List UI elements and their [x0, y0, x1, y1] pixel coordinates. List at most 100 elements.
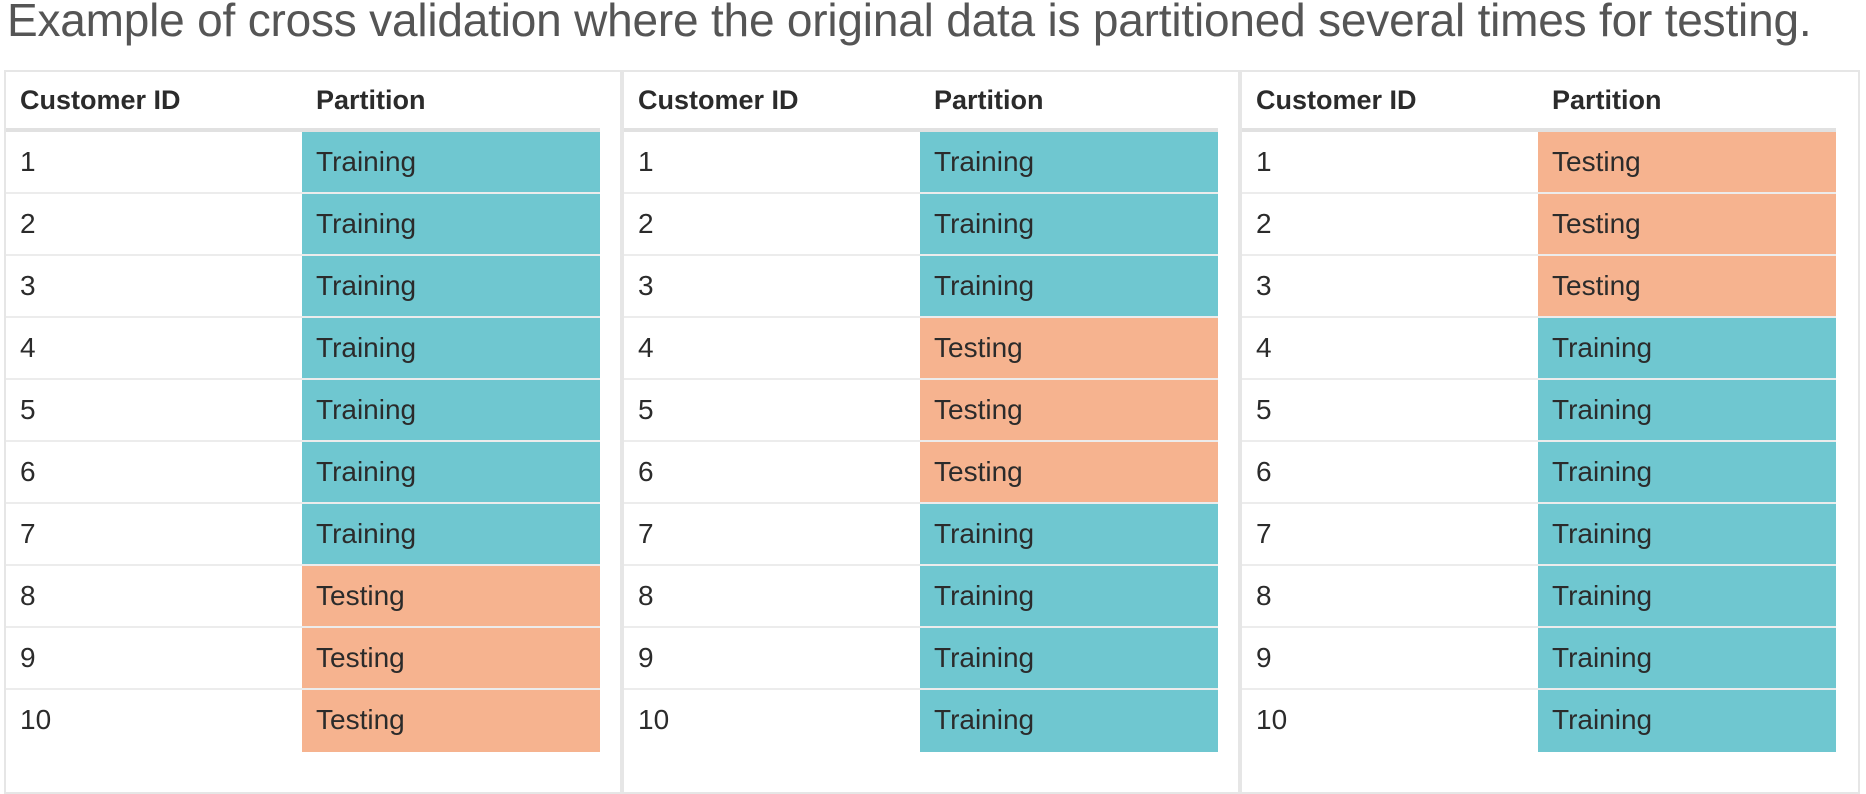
table-row: 10 Training: [1242, 690, 1836, 752]
table: Customer ID Partition 1 Training 2 Training 3 T…: [6, 72, 600, 752]
partition-cell: Training: [1538, 504, 1836, 564]
table-header: Customer ID Partition: [6, 72, 600, 132]
table: Customer ID Partition 1 Testing 2 Testing 3 Tes…: [1242, 72, 1836, 752]
column-header-partition: Partition: [316, 85, 426, 115]
partition-cell: Testing: [1538, 194, 1836, 254]
partition-cell: Training: [920, 566, 1218, 626]
partition-cell: Testing: [302, 566, 600, 626]
table-row: 2 Training: [6, 194, 600, 256]
partition-cell: Testing: [302, 690, 600, 752]
partition-cell: Testing: [920, 380, 1218, 440]
table-row: 3 Training: [624, 256, 1218, 318]
table-row: 9 Training: [1242, 628, 1836, 690]
customer-id-cell: 5: [1256, 394, 1272, 425]
customer-id-cell: 9: [638, 642, 654, 673]
partition-cell: Testing: [1538, 132, 1836, 192]
table-row: 5 Training: [1242, 380, 1836, 442]
customer-id-cell: 3: [638, 270, 654, 301]
partition-cell: Training: [1538, 442, 1836, 502]
partition-cell: Training: [920, 194, 1218, 254]
partition-cell: Training: [1538, 380, 1836, 440]
table-row: 1 Testing: [1242, 132, 1836, 194]
table-row: 1 Training: [624, 132, 1218, 194]
table-row: 9 Testing: [6, 628, 600, 690]
table-row: 6 Testing: [624, 442, 1218, 504]
customer-id-cell: 6: [1256, 456, 1272, 487]
customer-id-cell: 1: [20, 146, 36, 177]
partition-cell: Training: [302, 380, 600, 440]
customer-id-cell: 4: [1256, 332, 1272, 363]
customer-id-cell: 10: [638, 704, 670, 735]
partition-cell: Training: [1538, 690, 1836, 752]
column-header-customer-id: Customer ID: [20, 85, 181, 115]
figure-caption: Example of cross validation where the or…: [7, 0, 1812, 46]
partition-cell: Training: [1538, 318, 1836, 378]
customer-id-cell: 10: [1256, 704, 1288, 735]
partition-cell: Training: [920, 132, 1218, 192]
table-row: 10 Training: [624, 690, 1218, 752]
customer-id-cell: 4: [20, 332, 36, 363]
customer-id-cell: 7: [1256, 518, 1272, 549]
customer-id-cell: 2: [638, 208, 654, 239]
partition-cell: Training: [1538, 628, 1836, 688]
customer-id-cell: 2: [1256, 208, 1272, 239]
table-row: 10 Testing: [6, 690, 600, 752]
partition-cell: Testing: [1538, 256, 1836, 316]
table-row: 2 Training: [624, 194, 1218, 256]
customer-id-cell: 9: [20, 642, 36, 673]
column-header-partition: Partition: [1552, 85, 1662, 115]
customer-id-cell: 8: [638, 580, 654, 611]
partition-cell: Training: [302, 256, 600, 316]
customer-id-cell: 6: [20, 456, 36, 487]
table-row: 1 Training: [6, 132, 600, 194]
column-header-customer-id: Customer ID: [638, 85, 799, 115]
partition-cell: Training: [920, 690, 1218, 752]
table-row: 8 Training: [1242, 566, 1836, 628]
customer-id-cell: 5: [20, 394, 36, 425]
partition-table-1: Customer ID Partition 1 Training 2 Training 3 T…: [4, 70, 622, 794]
customer-id-cell: 3: [1256, 270, 1272, 301]
partition-cell: Testing: [920, 442, 1218, 502]
table-row: 7 Training: [624, 504, 1218, 566]
table-row: 4 Training: [6, 318, 600, 380]
customer-id-cell: 5: [638, 394, 654, 425]
partition-cell: Testing: [920, 318, 1218, 378]
table-row: 4 Training: [1242, 318, 1836, 380]
table-row: 7 Training: [1242, 504, 1836, 566]
table-row: 5 Training: [6, 380, 600, 442]
table-row: 5 Testing: [624, 380, 1218, 442]
table-row: 7 Training: [6, 504, 600, 566]
partition-cell: Training: [1538, 566, 1836, 626]
table-row: 3 Testing: [1242, 256, 1836, 318]
partition-cell: Training: [302, 194, 600, 254]
table-row: 8 Testing: [6, 566, 600, 628]
customer-id-cell: 7: [638, 518, 654, 549]
partition-table-2: Customer ID Partition 1 Training 2 Training 3 T…: [622, 70, 1240, 794]
table: Customer ID Partition 1 Training 2 Training 3 T…: [624, 72, 1218, 752]
table-row: 6 Training: [6, 442, 600, 504]
partition-cell: Testing: [302, 628, 600, 688]
table-row: 8 Training: [624, 566, 1218, 628]
partition-cell: Training: [920, 256, 1218, 316]
partition-table-3: Customer ID Partition 1 Testing 2 Testing 3 Tes…: [1240, 70, 1860, 794]
customer-id-cell: 6: [638, 456, 654, 487]
column-header-customer-id: Customer ID: [1256, 85, 1417, 115]
customer-id-cell: 9: [1256, 642, 1272, 673]
customer-id-cell: 8: [20, 580, 36, 611]
table-header: Customer ID Partition: [1242, 72, 1836, 132]
customer-id-cell: 7: [20, 518, 36, 549]
table-row: 9 Training: [624, 628, 1218, 690]
customer-id-cell: 8: [1256, 580, 1272, 611]
partition-cell: Training: [302, 132, 600, 192]
customer-id-cell: 2: [20, 208, 36, 239]
partition-cell: Training: [920, 504, 1218, 564]
partition-cell: Training: [302, 318, 600, 378]
table-row: 2 Testing: [1242, 194, 1836, 256]
partition-cell: Training: [302, 504, 600, 564]
table-row: 6 Training: [1242, 442, 1836, 504]
customer-id-cell: 3: [20, 270, 36, 301]
column-header-partition: Partition: [934, 85, 1044, 115]
table-row: 3 Training: [6, 256, 600, 318]
customer-id-cell: 10: [20, 704, 52, 735]
customer-id-cell: 1: [638, 146, 654, 177]
